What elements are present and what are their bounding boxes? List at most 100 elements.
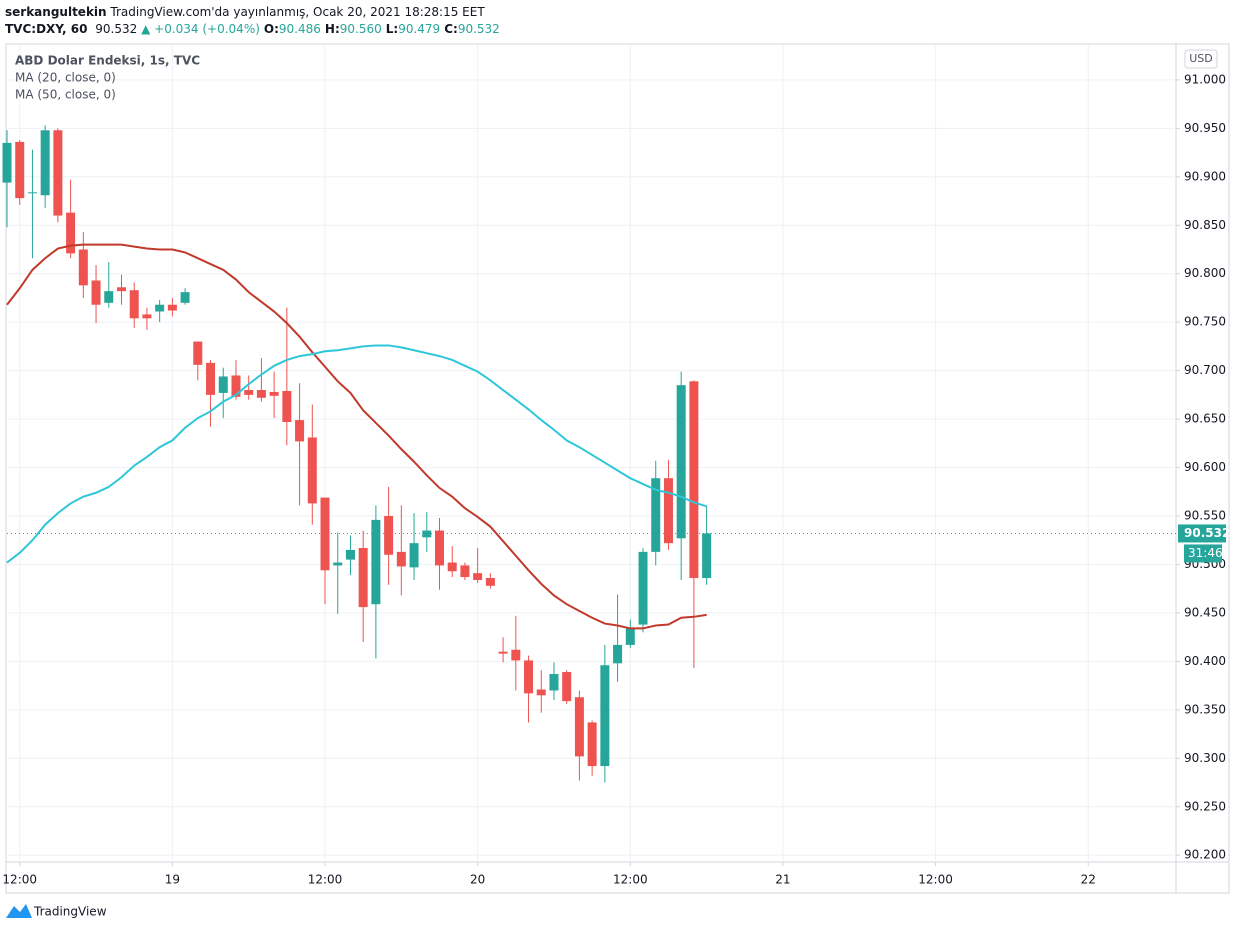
candle-body [15,141,25,199]
ohlc-value: 90.486 [279,22,321,36]
candle-body [587,722,597,767]
candle-body [384,516,394,555]
candle-body [180,292,190,303]
candle-body [231,375,241,397]
y-tick-label: 91.000 [1184,72,1226,86]
candle-body [396,551,406,567]
countdown-box [1184,544,1222,563]
candle-body [651,478,661,552]
currency: USD [1189,52,1213,65]
x-tick-label: 19 [165,873,180,887]
x-tick-label: 12:00 [613,873,648,887]
candle-body [473,573,483,580]
y-tick-label: 90.850 [1184,218,1226,232]
y-tick-label: 90.600 [1184,460,1226,474]
x-tick-label: 12:00 [918,873,953,887]
marks [2,125,1176,783]
candle-body [244,390,254,395]
y-tick-label: 90.300 [1184,751,1226,765]
ohlc-key: O: [264,22,279,36]
candle-body [53,130,63,216]
ohlc-value: 90.479 [398,22,440,36]
candle-body [676,385,686,539]
ohlc-key: C: [444,22,458,36]
legend-title: ABD Dolar Endeksi, 1s, TVC [15,54,200,68]
candle-body [40,130,50,196]
candle-body [155,304,165,312]
candle-body [320,497,330,571]
ohlc-key: L: [386,22,398,36]
legend-entry[interactable]: MA (50, close, 0) [15,88,116,102]
candle-body [206,362,216,395]
symbol: TVC:DXY, 60 [5,22,87,36]
last-price-header: 90.532 [95,22,137,36]
y-tick-label: 90.750 [1184,315,1226,329]
x-tick-label: 21 [775,873,790,887]
candle-body [536,689,546,696]
x-tick-label: 22 [1081,873,1096,887]
y-tick-label: 90.550 [1184,509,1226,523]
moving-average [6,243,707,630]
y-tick-label: 90.800 [1184,266,1226,280]
candle-body [613,644,623,664]
last-price-label: 90.532 [1184,526,1230,540]
y-tick-label: 90.650 [1184,412,1226,426]
y-tick-label: 90.450 [1184,605,1226,619]
change: ▲ +0.034 (+0.04%) [141,22,260,36]
candle-body [307,437,317,504]
candle-body [447,562,457,572]
y-tick-label: 90.700 [1184,363,1226,377]
candle-body [549,673,559,691]
candle-body [345,549,355,560]
x-tick-label: 12:00 [308,873,343,887]
currency-box[interactable] [1184,49,1218,69]
candle-body [409,543,419,568]
y-tick-label: 90.350 [1184,702,1226,716]
header-line: serkangultekin TradingView.com'da yayınl… [5,5,485,19]
ohlc-value: 90.532 [458,22,500,36]
candle-body [142,314,152,319]
y-tick-label: 90.950 [1184,121,1226,135]
x-tick-label: 12:00 [2,873,37,887]
candle-body [27,192,37,194]
candle-body [625,628,635,645]
y-tick-label: 90.200 [1184,848,1226,862]
candle-body [66,212,76,254]
publisher: serkangultekin [5,5,107,19]
candle-body [167,304,177,311]
candle-body [371,519,381,605]
candle-body [524,660,534,694]
y-tick-label: 90.400 [1184,654,1226,668]
y-tick-label: 90.900 [1184,169,1226,183]
y-tick-label: 90.250 [1184,799,1226,813]
candle-body [91,280,101,305]
ohlc-key: H: [325,22,340,36]
candle-body [422,530,432,538]
candle-body [193,341,203,365]
candle-body [104,291,114,303]
last-price-box [1178,524,1226,543]
candle-body [600,665,610,767]
grid [7,45,1180,866]
candle-body [256,390,266,398]
candle-body [358,547,368,608]
brand-logo: TradingView [6,904,107,919]
candle-body [689,381,699,579]
candle-body [269,391,279,396]
x-tick-label: 20 [470,873,485,887]
candle-body [116,287,126,292]
moving-average [6,344,707,564]
candle-body [574,697,584,757]
candle-body [638,551,648,625]
candle-body [218,376,228,393]
ohlc-value: 90.560 [340,22,382,36]
legend-entry[interactable]: MA (20, close, 0) [15,71,116,85]
candle-body [295,420,305,442]
chart-frame [5,43,1230,894]
candle-body [498,651,508,654]
candle-body [434,530,444,566]
candle-body [702,533,712,579]
candle-body [129,290,139,319]
symbol-line: TVC:DXY, 60 90.532 ▲ +0.034 (+0.04%) O:90… [5,22,500,36]
